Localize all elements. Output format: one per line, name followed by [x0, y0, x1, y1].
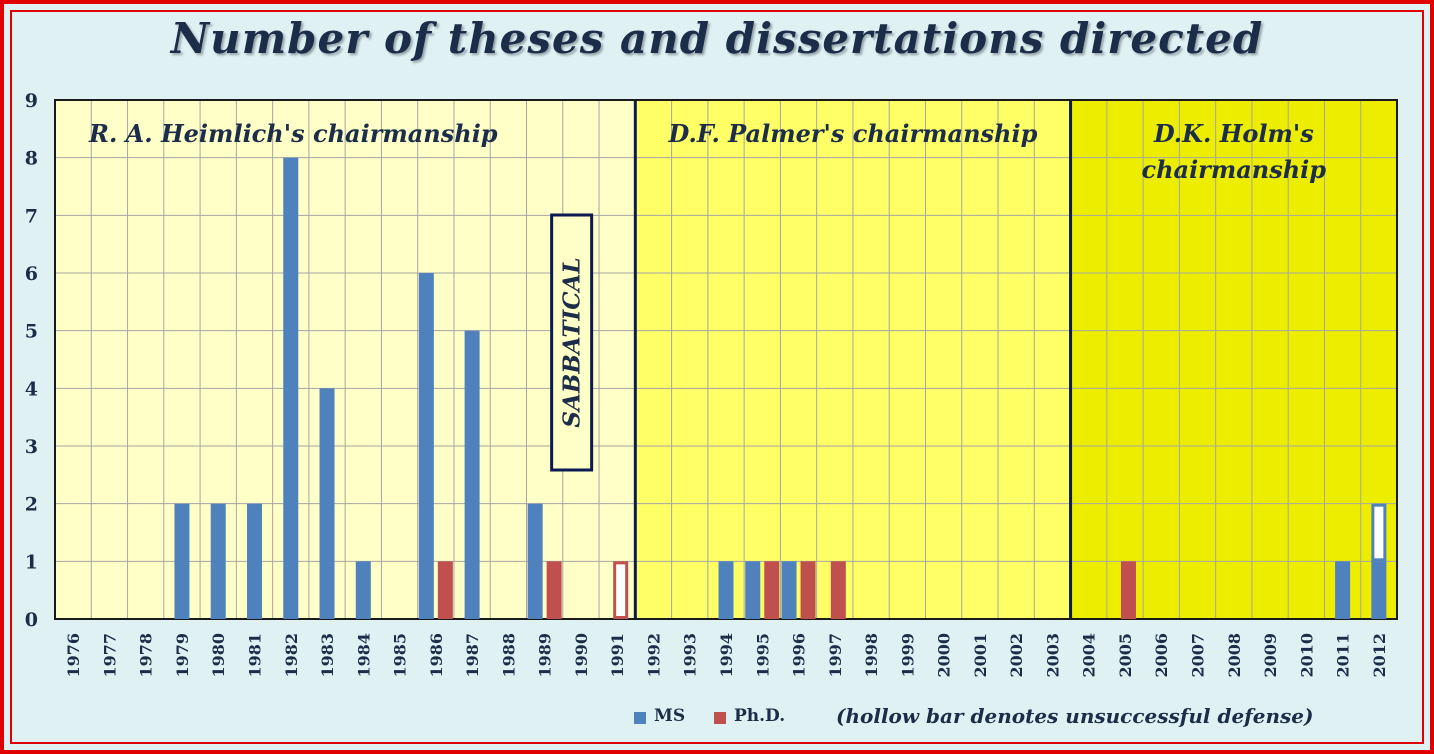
x-tick-label: 1982	[282, 633, 301, 678]
bar-phd-1986	[437, 561, 453, 619]
bar-ms-1980	[210, 503, 226, 619]
bar-ms-1979	[174, 503, 190, 619]
bar-phd-1995	[764, 561, 780, 619]
x-tick-label: 1978	[137, 633, 156, 678]
x-tick-label: 2005	[1116, 633, 1135, 678]
x-tick-label: 1979	[173, 633, 192, 678]
x-tick-label: 2008	[1225, 633, 1244, 678]
bar-ms-1987	[464, 330, 480, 619]
bar-ms-1986	[418, 273, 434, 619]
legend-phd: Ph.D.	[714, 706, 814, 730]
bar-ms-1996	[781, 561, 797, 619]
x-tick-label: 1991	[608, 633, 627, 678]
legend-phd-label: Ph.D.	[734, 706, 786, 726]
bar-phd-1997	[830, 561, 846, 619]
x-tick-label: 1989	[536, 633, 555, 678]
y-tick-label: 0	[25, 609, 38, 631]
y-tick-label: 7	[25, 205, 38, 227]
sabbatical-label: SABBATICAL	[559, 257, 586, 427]
legend-ms-label: MS	[654, 706, 686, 726]
bar-phd-2005	[1120, 561, 1136, 619]
x-tick-label: 2012	[1370, 633, 1389, 678]
x-tick-label: 1980	[209, 633, 228, 678]
bar-phd-1996	[800, 561, 816, 619]
x-tick-label: 1976	[64, 633, 83, 678]
x-tick-label: 2011	[1334, 633, 1353, 678]
region-label: chairmanship	[1141, 155, 1326, 184]
bar-ms-hollow-2012	[1371, 503, 1387, 562]
x-tick-label: 1996	[790, 633, 809, 678]
x-tick-label: 2009	[1261, 633, 1280, 678]
x-tick-label: 1984	[354, 633, 373, 678]
y-tick-label: 6	[25, 263, 38, 285]
x-tick-label: 1981	[245, 633, 264, 678]
y-tick-label: 8	[25, 148, 38, 170]
legend-note: (hollow bar denotes unsuccessful defense…	[836, 704, 1314, 728]
bar-ms-2012	[1371, 561, 1387, 619]
region-label: R. A. Heimlich's chairmanship	[88, 119, 498, 148]
x-tick-label: 1985	[391, 633, 410, 678]
x-tick-label: 1988	[499, 633, 518, 678]
x-tick-label: 2003	[1043, 633, 1062, 678]
x-tick-label: 1983	[318, 633, 337, 678]
bar-ms-1994	[718, 561, 734, 619]
x-tick-label: 2006	[1152, 633, 1171, 678]
x-tick-label: 1997	[826, 633, 845, 678]
bar-ms-1984	[355, 561, 371, 619]
bar-ms-2011	[1335, 561, 1351, 619]
y-tick-label: 2	[25, 494, 38, 516]
legend-ms: MS	[634, 706, 704, 730]
legend-phd-swatch	[714, 712, 726, 724]
region-label: D.K. Holm's	[1153, 119, 1314, 148]
x-tick-label: 1977	[100, 633, 119, 678]
x-tick-label: 1995	[753, 633, 772, 678]
x-tick-label: 2002	[1007, 633, 1026, 678]
bar-phd-hollow-1991	[613, 561, 629, 619]
y-tick-label: 1	[25, 551, 38, 573]
y-tick-label: 4	[25, 378, 38, 400]
x-tick-label: 2010	[1297, 633, 1316, 678]
x-tick-label: 2004	[1080, 633, 1099, 678]
y-tick-label: 3	[25, 436, 38, 458]
bar-ms-1995	[745, 561, 761, 619]
chart-title: Number of theses and dissertations direc…	[170, 14, 1264, 63]
bar-phd-1989	[546, 561, 562, 619]
y-tick-label: 9	[25, 90, 38, 112]
bar-ms-1983	[319, 388, 335, 619]
x-tick-label: 1986	[427, 633, 446, 678]
region-label: D.F. Palmer's chairmanship	[668, 119, 1038, 148]
bar-ms-1982	[283, 157, 299, 619]
chart-frame-inner	[10, 10, 1424, 744]
x-tick-label: 1987	[463, 633, 482, 678]
legend-ms-swatch	[634, 712, 646, 724]
x-tick-label: 2000	[935, 633, 954, 678]
bar-ms-1981	[246, 503, 262, 619]
bar-ms-1989	[527, 503, 543, 619]
x-tick-label: 2007	[1189, 633, 1208, 678]
x-tick-label: 2001	[971, 633, 990, 678]
region-bg-2	[1070, 100, 1397, 619]
y-tick-label: 5	[25, 321, 38, 343]
x-tick-label: 1993	[681, 633, 700, 678]
x-tick-label: 1994	[717, 633, 736, 678]
sabbatical-box	[550, 213, 594, 472]
x-tick-label: 1990	[572, 633, 591, 678]
x-tick-label: 1999	[898, 633, 917, 678]
x-tick-label: 1998	[862, 633, 881, 678]
x-tick-label: 1992	[644, 633, 663, 678]
